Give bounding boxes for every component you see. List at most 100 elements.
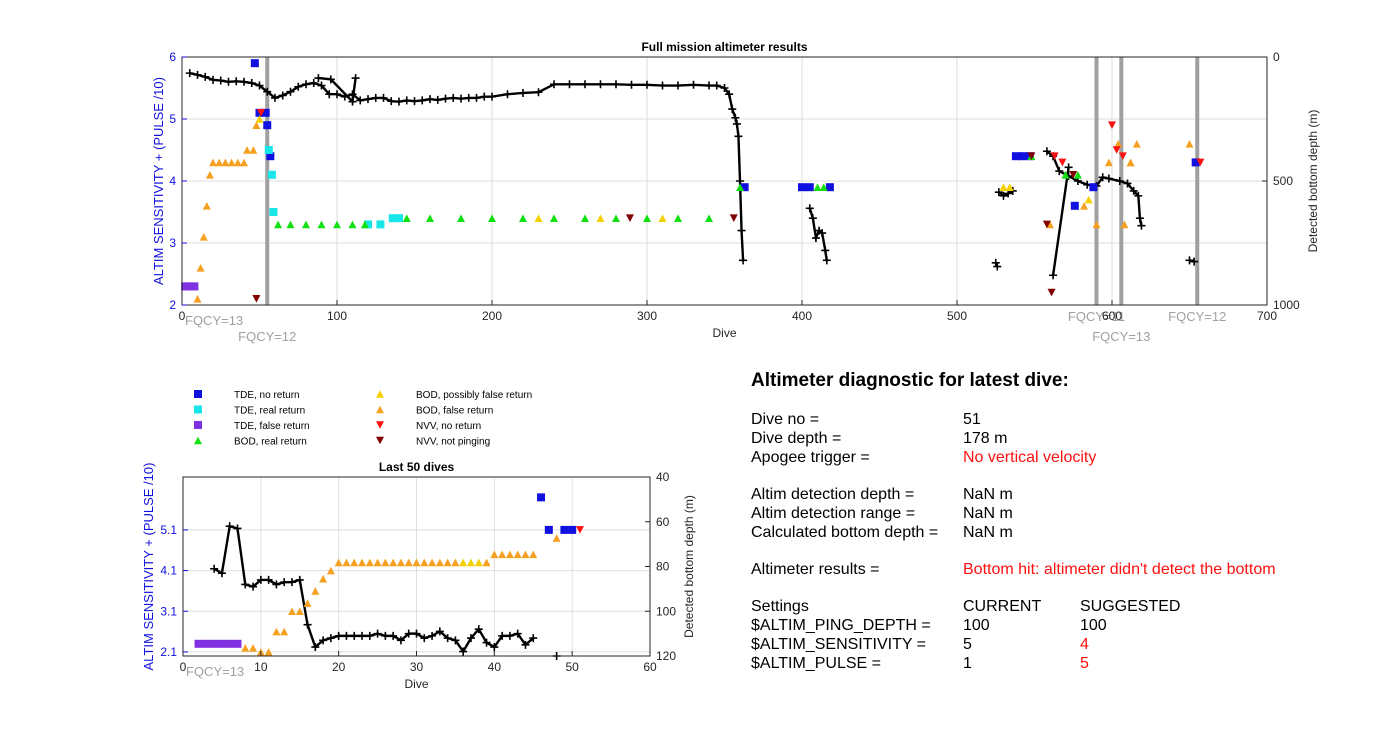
data-point: [466, 558, 475, 567]
data-point: [264, 146, 273, 154]
data-point: [705, 214, 713, 222]
depth-point: [1055, 167, 1064, 176]
data-point: [1112, 146, 1121, 154]
depth-point: [482, 638, 491, 647]
depth-point: [379, 93, 388, 102]
data-point: [261, 108, 270, 117]
data-point: [272, 627, 281, 636]
x-tick-label: 700: [1257, 309, 1277, 323]
data-point: [205, 171, 214, 179]
data-point: [202, 202, 211, 210]
legend-marker: [376, 390, 384, 398]
depth-point: [737, 226, 746, 235]
y-tick-label: 2: [169, 298, 176, 312]
y2-tick-label: 1000: [1273, 298, 1300, 312]
depth-point: [295, 575, 304, 584]
depth-point: [534, 88, 543, 97]
data-point: [317, 220, 326, 229]
y2-tick-label: 40: [656, 470, 670, 484]
depth-point: [1185, 256, 1194, 265]
legend-marker: [376, 421, 384, 429]
depth-point: [256, 575, 265, 584]
x-tick-label: 200: [482, 309, 502, 323]
y2-axis-label: Detected bottom depth (m): [682, 495, 696, 638]
data-point: [999, 183, 1008, 191]
data-point: [267, 170, 276, 179]
data-point: [1050, 152, 1059, 160]
legend-label: NVV, no return: [416, 421, 481, 432]
diagnostic-panel: Altimeter diagnostic for latest dive: Di…: [751, 370, 1391, 673]
data-point: [395, 214, 403, 223]
depth-line: [213, 524, 535, 654]
depth-point: [371, 93, 380, 102]
depth-point: [451, 636, 460, 645]
depth-point: [351, 74, 360, 83]
legend-marker: [194, 405, 202, 414]
data-point: [596, 214, 605, 222]
depth-point: [396, 636, 405, 645]
data-point: [1191, 158, 1200, 167]
pulse-suggested: 5: [1080, 655, 1089, 672]
sensitivity-label: $ALTIM_SENSITIVITY =: [751, 636, 927, 653]
depth-point: [480, 92, 489, 101]
depth-point: [712, 81, 721, 90]
pulse-row: $ALTIM_PULSE = 1 5: [751, 654, 1391, 673]
data-point: [674, 214, 682, 222]
data-point: [521, 550, 530, 559]
data-point: [358, 558, 367, 567]
y-tick-label: 4.1: [160, 564, 177, 578]
depth-point: [280, 578, 289, 587]
data-point: [225, 639, 234, 648]
sensitivity-current: 5: [963, 636, 972, 653]
depth-point: [994, 188, 1003, 197]
data-point: [1104, 158, 1113, 167]
depth-point: [210, 564, 219, 573]
depth-point: [314, 74, 323, 83]
depth-point: [643, 80, 651, 89]
depth-point: [821, 246, 830, 255]
depth-point: [627, 80, 636, 89]
data-point: [819, 183, 828, 191]
depth-point: [550, 80, 558, 89]
data-point: [241, 644, 250, 652]
data-point: [474, 558, 483, 567]
ping-depth-suggested: 100: [1080, 617, 1107, 634]
data-point: [1084, 195, 1093, 204]
x-tick-label: 100: [327, 309, 347, 323]
current-header: CURRENT: [963, 598, 1042, 615]
data-point: [202, 639, 211, 648]
depth-point: [464, 93, 473, 102]
depth-point: [441, 94, 450, 103]
data-point: [513, 550, 522, 559]
legend-label: BOD, real return: [234, 437, 307, 448]
depth-point: [410, 97, 419, 106]
data-point: [1196, 158, 1205, 167]
results-value: Bottom hit: altimeter didn't detect the …: [963, 561, 1276, 578]
depth-point: [333, 90, 341, 99]
depth-point: [466, 634, 475, 643]
depth-point: [1042, 147, 1051, 156]
depth-point: [319, 636, 328, 645]
results-row: Altimeter results = Bottom hit: altimete…: [751, 560, 1391, 579]
depth-point: [395, 97, 403, 106]
data-point: [1061, 171, 1070, 179]
depth-point: [387, 97, 396, 106]
depth-point: [358, 631, 367, 640]
pulse-current: 1: [963, 655, 972, 672]
data-point: [252, 121, 261, 129]
data-point: [287, 607, 296, 616]
data-point: [264, 648, 273, 656]
depth-point: [596, 80, 605, 89]
depth-point: [818, 229, 827, 238]
depth-point: [581, 80, 589, 89]
data-point: [420, 558, 429, 567]
data-point: [350, 558, 359, 567]
depth-point: [373, 629, 382, 638]
depth-point: [1098, 173, 1107, 182]
y-axis-label: ALTIM SENSITIVITY + (PULSE /10): [141, 463, 156, 671]
data-point: [342, 558, 351, 567]
y-tick-label: 4: [169, 174, 176, 188]
data-point: [240, 158, 248, 167]
altim-range-value: NaN m: [963, 505, 1013, 522]
data-point: [364, 220, 372, 229]
